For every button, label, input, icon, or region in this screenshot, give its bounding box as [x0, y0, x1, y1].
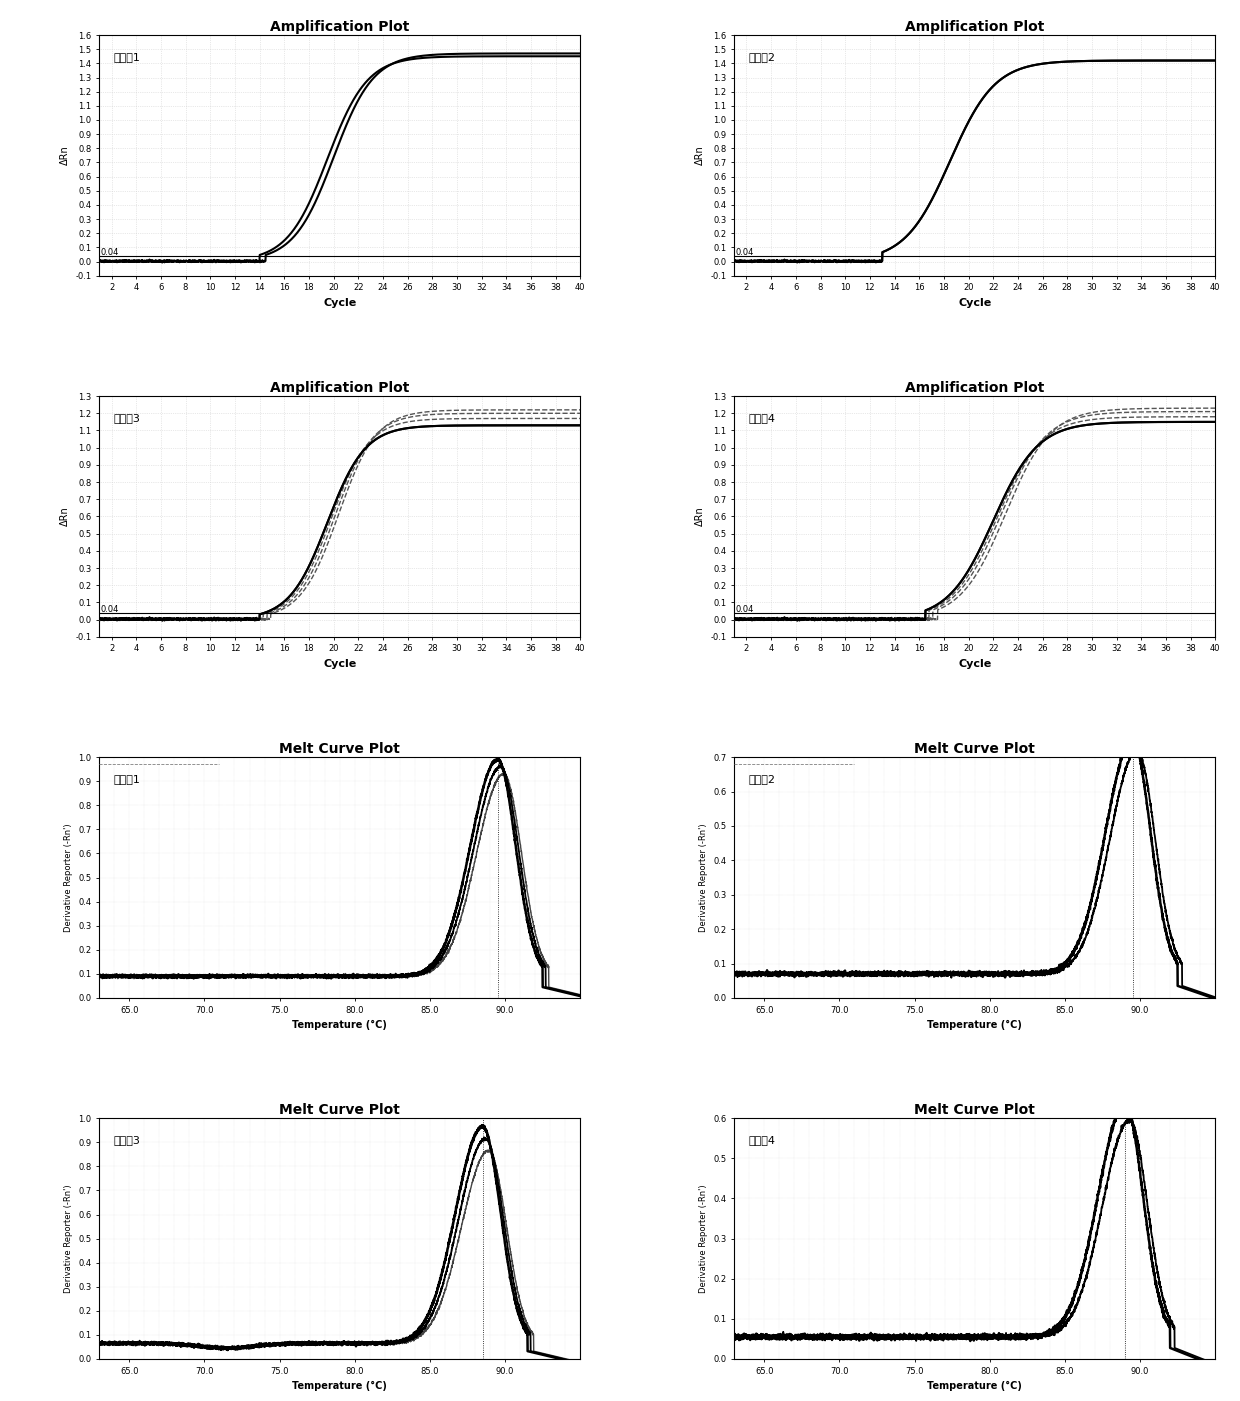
Y-axis label: ΔRn: ΔRn: [60, 507, 69, 527]
Y-axis label: Derivative Reporter (-Rn'): Derivative Reporter (-Rn'): [63, 824, 73, 932]
Text: 0.04: 0.04: [735, 248, 754, 258]
Text: 引物对3: 引物对3: [114, 413, 140, 423]
Title: Melt Curve Plot: Melt Curve Plot: [279, 1103, 401, 1117]
Text: 引物对1: 引物对1: [114, 52, 140, 62]
Text: 0.04: 0.04: [100, 248, 119, 258]
Y-axis label: ΔRn: ΔRn: [60, 146, 69, 165]
Y-axis label: Derivative Reporter (-Rn'): Derivative Reporter (-Rn'): [698, 1184, 708, 1293]
Title: Amplification Plot: Amplification Plot: [270, 381, 409, 395]
Y-axis label: ΔRn: ΔRn: [694, 146, 704, 165]
X-axis label: Temperature (°C): Temperature (°C): [293, 1020, 387, 1030]
Text: 引物对1: 引物对1: [114, 773, 140, 785]
Text: 引物对2: 引物对2: [749, 52, 775, 62]
Text: 0.04: 0.04: [100, 605, 119, 614]
Title: Melt Curve Plot: Melt Curve Plot: [914, 743, 1035, 757]
Title: Melt Curve Plot: Melt Curve Plot: [279, 743, 401, 757]
Y-axis label: Derivative Reporter (-Rn'): Derivative Reporter (-Rn'): [698, 824, 708, 932]
X-axis label: Cycle: Cycle: [959, 658, 991, 670]
Text: 引物对3: 引物对3: [114, 1135, 140, 1145]
Text: 引物对2: 引物对2: [749, 773, 775, 785]
X-axis label: Temperature (°C): Temperature (°C): [928, 1381, 1022, 1391]
X-axis label: Cycle: Cycle: [959, 298, 991, 308]
Y-axis label: ΔRn: ΔRn: [694, 507, 704, 527]
Y-axis label: Derivative Reporter (-Rn'): Derivative Reporter (-Rn'): [63, 1184, 73, 1293]
X-axis label: Cycle: Cycle: [324, 658, 356, 670]
Title: Amplification Plot: Amplification Plot: [905, 381, 1044, 395]
Title: Amplification Plot: Amplification Plot: [270, 20, 409, 34]
X-axis label: Temperature (°C): Temperature (°C): [928, 1020, 1022, 1030]
X-axis label: Cycle: Cycle: [324, 298, 356, 308]
Title: Melt Curve Plot: Melt Curve Plot: [914, 1103, 1035, 1117]
Text: 引物对4: 引物对4: [749, 413, 775, 423]
Title: Amplification Plot: Amplification Plot: [905, 20, 1044, 34]
Text: 0.04: 0.04: [735, 605, 754, 614]
X-axis label: Temperature (°C): Temperature (°C): [293, 1381, 387, 1391]
Text: 引物对4: 引物对4: [749, 1135, 775, 1145]
